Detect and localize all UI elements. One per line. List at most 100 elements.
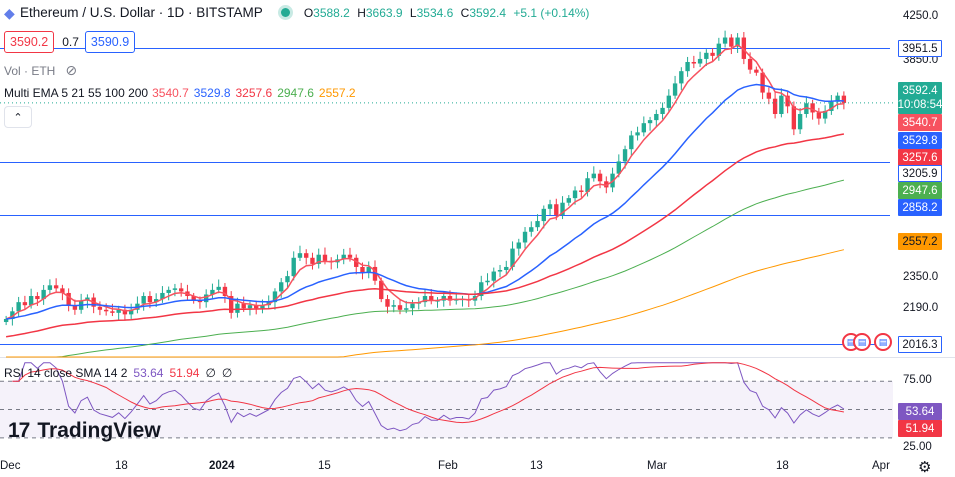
candle-body xyxy=(272,291,278,303)
candle-body xyxy=(422,296,428,303)
last-price: 3592.4 xyxy=(902,85,938,97)
level-tag-2858[interactable]: 2858.2 xyxy=(898,199,942,216)
ema-line-ema-21 xyxy=(6,83,844,320)
ema-line-ema-55 xyxy=(5,133,845,338)
candle-body xyxy=(347,254,353,258)
candle-body xyxy=(3,318,9,323)
candle-body xyxy=(216,286,221,290)
candle-body xyxy=(485,280,490,283)
rsi-legend[interactable]: RSI 14 close SMA 14 2 53.64 51.94 ∅ ∅ xyxy=(4,366,232,380)
ema-legend[interactable]: Multi EMA 5 21 55 100 200 3540.7 3529.8 … xyxy=(4,86,361,100)
ema-line-ema-100 xyxy=(6,179,845,358)
rsi-axis-label: 25.00 xyxy=(903,441,932,453)
candle-body xyxy=(391,305,396,307)
level-tag-2016[interactable]: 2016.3 xyxy=(898,336,942,353)
candle-body xyxy=(304,253,309,258)
candle-body xyxy=(791,106,797,130)
tradingview-wordmark: TradingView xyxy=(37,419,161,442)
time-axis-label: Dec xyxy=(0,460,21,472)
symbol-legend[interactable]: ◆ Ethereum / U.S. Dollar · 1D · BITSTAMP… xyxy=(4,5,593,20)
us-economic-event-icon[interactable]: ▤ xyxy=(874,333,892,351)
candle-body xyxy=(735,37,740,47)
candle-body xyxy=(529,227,534,232)
ema-label: Multi EMA 5 21 55 100 200 xyxy=(4,86,149,100)
candle-body xyxy=(166,289,171,293)
time-axis-label: Mar xyxy=(647,460,667,472)
collapse-legend-button[interactable]: ⌃ xyxy=(4,106,32,128)
candle-body xyxy=(28,296,34,306)
candle-body xyxy=(260,305,265,309)
candle-body xyxy=(572,190,578,199)
candle-body xyxy=(810,103,815,113)
candle-body xyxy=(516,242,521,249)
candle-body xyxy=(629,135,634,150)
candle-body xyxy=(622,149,628,162)
candle-body xyxy=(566,198,571,203)
candle-body xyxy=(822,110,828,119)
candle-body xyxy=(604,181,609,188)
buy-button[interactable]: 3590.9 xyxy=(84,31,136,53)
candle-body xyxy=(797,114,803,130)
candle-body xyxy=(147,296,153,303)
candle-body xyxy=(66,292,71,306)
candle-body xyxy=(385,299,390,307)
price-axis-label: 4250.0 xyxy=(903,10,939,22)
market-status-icon[interactable] xyxy=(280,8,290,17)
candle-body xyxy=(172,288,178,290)
candle-body xyxy=(241,303,246,309)
tradingview-logo[interactable]: 17 TradingView xyxy=(8,419,161,443)
sell-button[interactable]: 3590.2 xyxy=(4,31,55,53)
candle-body xyxy=(178,288,184,292)
gear-icon[interactable]: ⚙ xyxy=(918,459,932,476)
candle-body xyxy=(829,101,834,111)
candle-body xyxy=(254,305,259,309)
level-tag-3205[interactable]: 3205.9 xyxy=(898,165,942,182)
candle-body xyxy=(310,257,315,264)
ema-5-value: 3540.7 xyxy=(152,86,189,100)
ema-100-tag: 2947.6 xyxy=(898,182,942,199)
candle-body xyxy=(404,308,409,310)
rsi-tag: 53.64 xyxy=(898,403,942,420)
price-axis-label: 3850.0 xyxy=(903,54,939,66)
rsi-empty-2: ∅ xyxy=(221,366,233,380)
candle-body xyxy=(535,221,540,228)
symbol-title[interactable]: Ethereum / U.S. Dollar · 1D · BITSTAMP xyxy=(20,5,263,20)
level-tag-3951[interactable]: 3951.5 xyxy=(898,40,942,57)
candle-body xyxy=(779,95,784,115)
candle-body xyxy=(322,254,328,261)
ema-100-value: 2947.6 xyxy=(277,86,314,100)
candle-body xyxy=(397,305,403,310)
candle-body xyxy=(285,276,290,283)
candle-body xyxy=(153,299,159,303)
chevron-up-icon: ⌃ xyxy=(13,111,23,124)
rsi-sma-line xyxy=(12,362,844,424)
candle-body xyxy=(497,270,503,272)
candle-body xyxy=(666,95,672,108)
eye-hidden-icon[interactable]: ⊘ xyxy=(65,62,78,78)
candle-body xyxy=(60,288,65,293)
candle-body xyxy=(360,266,365,274)
candle-body xyxy=(766,92,772,99)
ema-55-value: 3257.6 xyxy=(235,86,273,100)
candle-body xyxy=(197,300,203,303)
candle-body xyxy=(297,253,303,258)
candle-body xyxy=(835,95,840,102)
candle-body xyxy=(772,98,778,115)
candle-body xyxy=(747,58,753,70)
time-axis-label: Feb xyxy=(438,460,458,472)
price-axis-label: 2350.0 xyxy=(903,271,939,283)
candle-body xyxy=(691,61,697,64)
candle-body xyxy=(841,95,847,103)
candle-body xyxy=(354,257,359,267)
volume-legend[interactable]: Vol · ETH ⊘ xyxy=(4,62,77,79)
candle-body xyxy=(222,286,228,297)
us-economic-event-icon[interactable]: ▤ xyxy=(853,333,871,351)
candle-body xyxy=(479,282,484,297)
last-price-tag[interactable]: 3592.4 10:08:54 xyxy=(898,82,942,114)
candle-body xyxy=(229,296,234,313)
ema-line-ema-200 xyxy=(6,249,845,358)
ema-21-tag: 3529.8 xyxy=(898,132,942,149)
candle-body xyxy=(704,52,709,59)
candle-body xyxy=(785,95,790,107)
